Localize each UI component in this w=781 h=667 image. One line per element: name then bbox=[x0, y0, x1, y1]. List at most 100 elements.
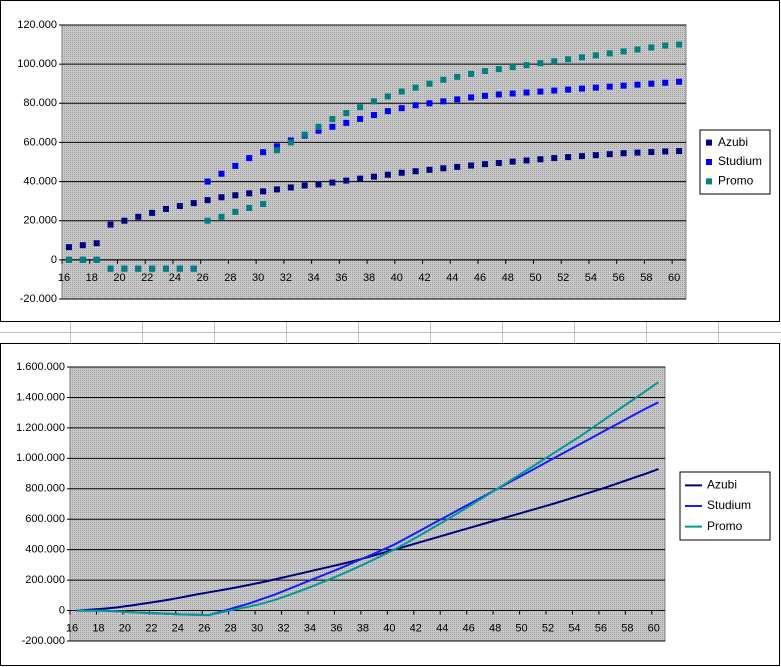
x-tick-label: 42 bbox=[410, 622, 422, 634]
marker bbox=[579, 54, 585, 61]
marker bbox=[204, 197, 211, 204]
x-tick-label: 32 bbox=[277, 622, 289, 634]
marker bbox=[384, 93, 391, 100]
marker bbox=[523, 157, 530, 164]
marker bbox=[551, 155, 558, 162]
marker bbox=[301, 131, 308, 138]
marker bbox=[329, 115, 336, 122]
x-tick-label: 28 bbox=[225, 622, 237, 634]
marker bbox=[481, 67, 488, 74]
x-tick-label: 56 bbox=[595, 622, 607, 634]
marker bbox=[65, 256, 72, 263]
marker bbox=[260, 201, 267, 208]
x-tick-label: 20 bbox=[113, 272, 125, 284]
marker bbox=[481, 92, 488, 99]
marker bbox=[662, 42, 669, 49]
marker bbox=[232, 192, 239, 199]
marker bbox=[343, 119, 350, 126]
marker bbox=[107, 265, 114, 272]
marker bbox=[79, 242, 86, 249]
y-tick-label: 20.000 bbox=[23, 215, 57, 227]
marker bbox=[634, 81, 641, 88]
legend-label: Azubi bbox=[718, 135, 748, 149]
marker bbox=[620, 48, 627, 55]
x-tick-label: 28 bbox=[224, 272, 236, 284]
marker bbox=[606, 50, 613, 57]
marker bbox=[592, 84, 599, 91]
marker bbox=[218, 213, 225, 220]
marker bbox=[79, 256, 86, 263]
x-tick-label: 24 bbox=[172, 622, 184, 634]
plot-area bbox=[69, 366, 666, 642]
marker bbox=[537, 156, 544, 163]
x-tick-label: 46 bbox=[463, 622, 475, 634]
marker bbox=[398, 105, 405, 112]
marker bbox=[676, 148, 683, 155]
marker bbox=[301, 182, 308, 189]
marker bbox=[495, 66, 502, 73]
y-tick-label: 1.200.000 bbox=[16, 422, 65, 434]
marker bbox=[204, 178, 211, 185]
marker bbox=[412, 84, 419, 91]
x-tick-label: 50 bbox=[515, 622, 527, 634]
marker bbox=[190, 200, 197, 207]
marker bbox=[565, 154, 572, 161]
marker bbox=[65, 244, 72, 251]
marker bbox=[620, 150, 627, 157]
marker bbox=[592, 52, 599, 59]
x-tick-label: 30 bbox=[251, 622, 263, 634]
y-tick-label: 80.000 bbox=[23, 97, 57, 109]
y-tick-label: 1.600.000 bbox=[16, 361, 65, 373]
marker bbox=[260, 188, 267, 195]
marker bbox=[163, 265, 169, 272]
marker bbox=[676, 78, 683, 85]
marker bbox=[606, 83, 613, 90]
marker bbox=[93, 240, 100, 247]
marker bbox=[468, 94, 475, 101]
x-tick-label: 40 bbox=[383, 622, 395, 634]
marker bbox=[384, 108, 391, 115]
x-tick-label: 20 bbox=[119, 622, 131, 634]
sheet-strip bbox=[0, 322, 781, 343]
marker bbox=[357, 104, 364, 111]
x-tick-label: 38 bbox=[357, 622, 369, 634]
marker bbox=[523, 62, 530, 69]
x-tick-label: 26 bbox=[198, 622, 210, 634]
y-tick-label: 400.000 bbox=[25, 544, 65, 556]
marker bbox=[121, 217, 128, 224]
marker bbox=[495, 159, 502, 166]
legend-label: Studium bbox=[718, 154, 762, 168]
y-tick-label: 120.000 bbox=[17, 19, 57, 31]
marker bbox=[121, 265, 128, 272]
x-tick-label: 56 bbox=[613, 272, 625, 284]
marker bbox=[273, 143, 280, 150]
x-tick-label: 52 bbox=[557, 272, 569, 284]
marker bbox=[481, 161, 488, 168]
marker bbox=[440, 98, 447, 105]
marker bbox=[440, 76, 447, 83]
y-tick-label: 1.400.000 bbox=[16, 391, 65, 403]
marker bbox=[662, 79, 669, 86]
y-tick-label: 800.000 bbox=[25, 483, 65, 495]
marker bbox=[246, 155, 253, 162]
marker bbox=[412, 168, 419, 175]
legend-marker bbox=[706, 159, 712, 165]
x-tick-label: 18 bbox=[92, 622, 104, 634]
y-tick-label: 200.000 bbox=[25, 574, 65, 586]
x-tick-label: 46 bbox=[474, 272, 486, 284]
x-tick-label: 32 bbox=[280, 272, 292, 284]
x-tick-label: 16 bbox=[66, 622, 78, 634]
marker bbox=[315, 181, 322, 188]
x-tick-label: 50 bbox=[529, 272, 541, 284]
marker bbox=[287, 184, 294, 191]
legend-marker bbox=[706, 139, 712, 146]
marker bbox=[135, 213, 142, 220]
series-line bbox=[76, 381, 659, 617]
plot-area bbox=[61, 24, 687, 300]
marker bbox=[579, 85, 585, 92]
legend-marker bbox=[706, 178, 712, 185]
marker bbox=[426, 166, 433, 173]
marker bbox=[190, 265, 197, 272]
marker bbox=[176, 203, 183, 210]
marker bbox=[648, 149, 655, 156]
